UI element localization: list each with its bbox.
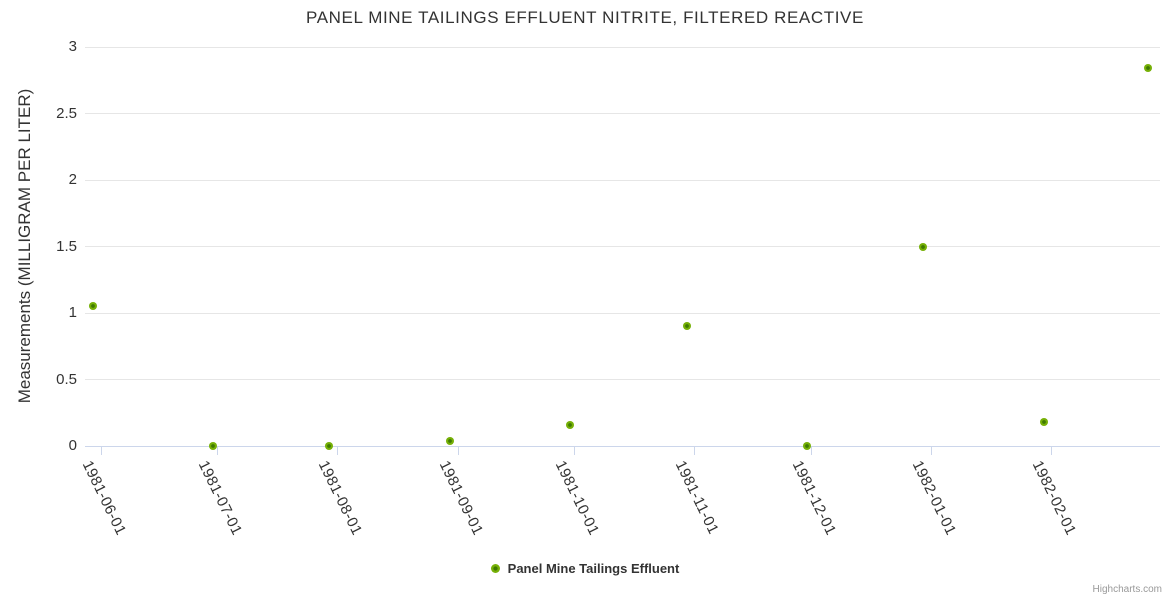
legend-item-panel-mine-tailings-effluent[interactable]: Panel Mine Tailings Effluent [490, 561, 680, 576]
y-gridline [85, 46, 1160, 48]
y-gridline [85, 312, 1160, 314]
legend: Panel Mine Tailings Effluent [0, 561, 1170, 576]
x-tick-mark [457, 446, 459, 455]
y-tick-label: 1 [68, 304, 77, 321]
y-gridline [85, 113, 1160, 114]
x-tick-label: 1981-09-01 [435, 458, 486, 539]
data-point[interactable] [1144, 64, 1153, 73]
x-tick-mark [694, 446, 696, 455]
data-point[interactable] [445, 436, 454, 445]
x-tick-label: 1982-01-01 [908, 458, 960, 539]
x-tick-mark [337, 446, 339, 455]
y-gridline [85, 379, 1160, 380]
data-point[interactable] [1039, 418, 1048, 427]
y-gridline [85, 179, 1160, 181]
x-tick-mark [216, 446, 218, 455]
x-tick-mark [100, 446, 102, 455]
chart-title: PANEL MINE TAILINGS EFFLUENT NITRITE, FI… [306, 8, 864, 27]
highcharts-credits-link[interactable]: Highcharts.com [1092, 584, 1162, 595]
x-tick-mark [931, 446, 933, 455]
x-tick-mark [1051, 446, 1053, 455]
data-point[interactable] [682, 322, 691, 331]
x-tick-label: 1981-10-01 [551, 458, 603, 539]
y-tick-label: 0.5 [56, 370, 77, 388]
x-tick-label: 1981-07-01 [194, 458, 246, 539]
x-tick-label: 1981-08-01 [314, 458, 366, 539]
data-point[interactable] [566, 420, 575, 429]
data-point[interactable] [919, 242, 928, 251]
y-gridline [85, 246, 1160, 247]
x-tick-mark [573, 446, 575, 455]
y-tick-label: 1.5 [56, 237, 77, 255]
y-tick-label: 3 [68, 38, 77, 55]
x-tick-label: 1982-02-01 [1029, 458, 1080, 539]
legend-marker-icon [490, 564, 500, 573]
x-tick-mark [810, 446, 812, 455]
x-axis-line [85, 445, 1160, 447]
data-point[interactable] [802, 442, 811, 450]
legend-label: Panel Mine Tailings Effluent [507, 561, 680, 576]
x-tick-label: 1981-11-01 [672, 458, 723, 538]
data-point[interactable] [325, 442, 334, 450]
x-tick-label: 1981-06-01 [78, 458, 129, 539]
data-point[interactable] [209, 442, 218, 450]
y-tick-label: 0 [68, 437, 77, 454]
y-tick-label: 2 [68, 171, 77, 188]
x-tick-label: 1981-12-01 [788, 458, 840, 539]
y-tick-label: 2.5 [56, 104, 77, 122]
data-point[interactable] [88, 302, 97, 311]
